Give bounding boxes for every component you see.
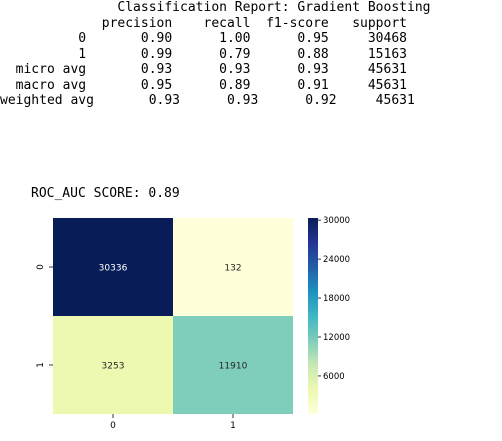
colorbar-tick-label: 18000 <box>323 294 350 304</box>
x-tick-label: 1 <box>230 421 236 431</box>
report-line: macro avg 0.95 0.89 0.91 45631 <box>0 77 407 93</box>
confusion-matrix-heatmap: 30336 132 3253 11910 0 1 0 1 6000 12000 18000 240… <box>36 216 350 431</box>
y-tick-label: 1 <box>36 362 46 368</box>
heatmap-axis-ticks: 0 1 0 1 <box>36 264 236 431</box>
report-line: Classification Report: Gradient Boosting <box>0 0 431 15</box>
heatmap-cell <box>173 218 293 316</box>
heatmap-cells: 30336 132 3253 11910 <box>53 218 293 414</box>
cell-value-label: 30336 <box>99 264 128 274</box>
report-line: precision recall f1-score support <box>0 15 407 31</box>
cell-value-label: 3253 <box>102 362 125 372</box>
x-tick-label: 0 <box>110 421 116 431</box>
colorbar-ticks: 6000 12000 18000 24000 30000 <box>318 216 350 382</box>
cell-value-label: 132 <box>224 264 241 274</box>
y-tick-label: 0 <box>36 264 46 270</box>
report-line: 0 0.90 1.00 0.95 30468 <box>0 31 407 46</box>
colorbar-tick-label: 6000 <box>323 372 345 382</box>
roc-auc-score: ROC_AUC SCORE: 0.89 <box>31 186 180 201</box>
classification-report: Classification Report: Gradient Boosting… <box>0 0 430 109</box>
heatmap-cell <box>53 316 173 414</box>
heatmap-cell <box>53 218 173 316</box>
colorbar-tick-label: 24000 <box>323 255 350 265</box>
report-line: micro avg 0.93 0.93 0.93 45631 <box>0 62 407 77</box>
colorbar <box>308 218 318 414</box>
report-line: 1 0.99 0.79 0.88 15163 <box>0 46 407 62</box>
heatmap-cell <box>173 316 293 414</box>
cell-value-label: 11910 <box>219 362 248 372</box>
colorbar-tick-label: 12000 <box>323 333 350 343</box>
colorbar-tick-label: 30000 <box>323 216 350 226</box>
report-line: weighted avg 0.93 0.93 0.92 45631 <box>0 93 415 108</box>
